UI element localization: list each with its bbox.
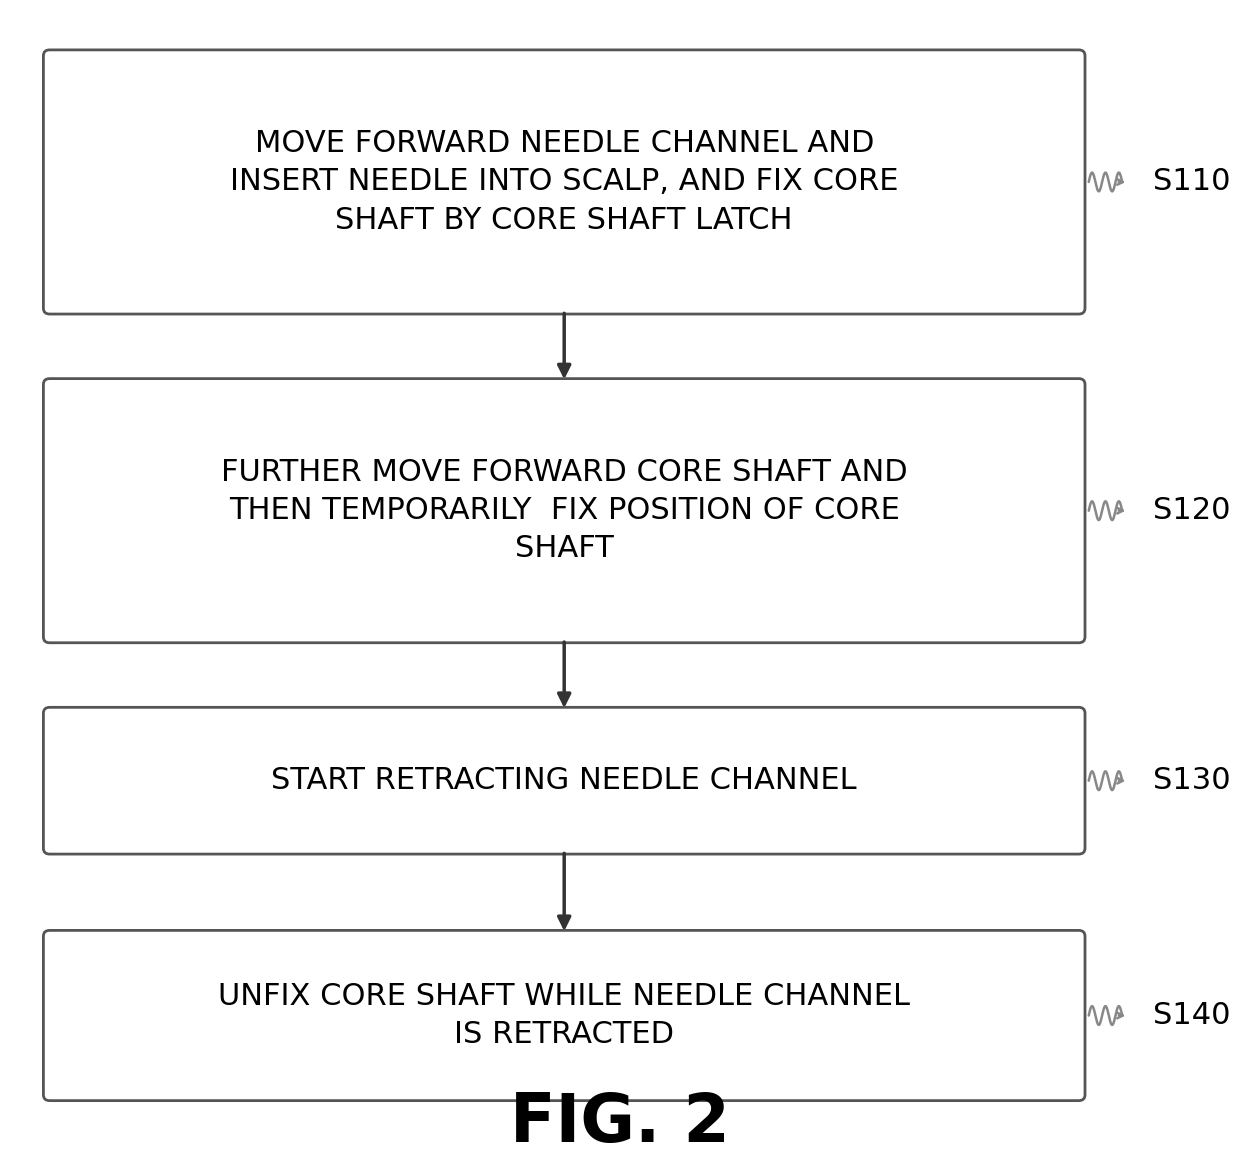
- FancyBboxPatch shape: [43, 50, 1085, 315]
- Text: START RETRACTING NEEDLE CHANNEL: START RETRACTING NEEDLE CHANNEL: [272, 767, 857, 795]
- Text: S130: S130: [1153, 767, 1231, 795]
- FancyBboxPatch shape: [43, 378, 1085, 643]
- Text: UNFIX CORE SHAFT WHILE NEEDLE CHANNEL
IS RETRACTED: UNFIX CORE SHAFT WHILE NEEDLE CHANNEL IS…: [218, 981, 910, 1050]
- Text: S140: S140: [1153, 1001, 1230, 1030]
- FancyBboxPatch shape: [43, 707, 1085, 855]
- Text: FURTHER MOVE FORWARD CORE SHAFT AND
THEN TEMPORARILY  FIX POSITION OF CORE
SHAFT: FURTHER MOVE FORWARD CORE SHAFT AND THEN…: [221, 458, 908, 564]
- Text: S120: S120: [1153, 497, 1230, 525]
- Text: MOVE FORWARD NEEDLE CHANNEL AND
INSERT NEEDLE INTO SCALP, AND FIX CORE
SHAFT BY : MOVE FORWARD NEEDLE CHANNEL AND INSERT N…: [229, 129, 899, 235]
- Text: FIG. 2: FIG. 2: [510, 1091, 730, 1156]
- FancyBboxPatch shape: [43, 930, 1085, 1101]
- Text: S110: S110: [1153, 168, 1230, 196]
